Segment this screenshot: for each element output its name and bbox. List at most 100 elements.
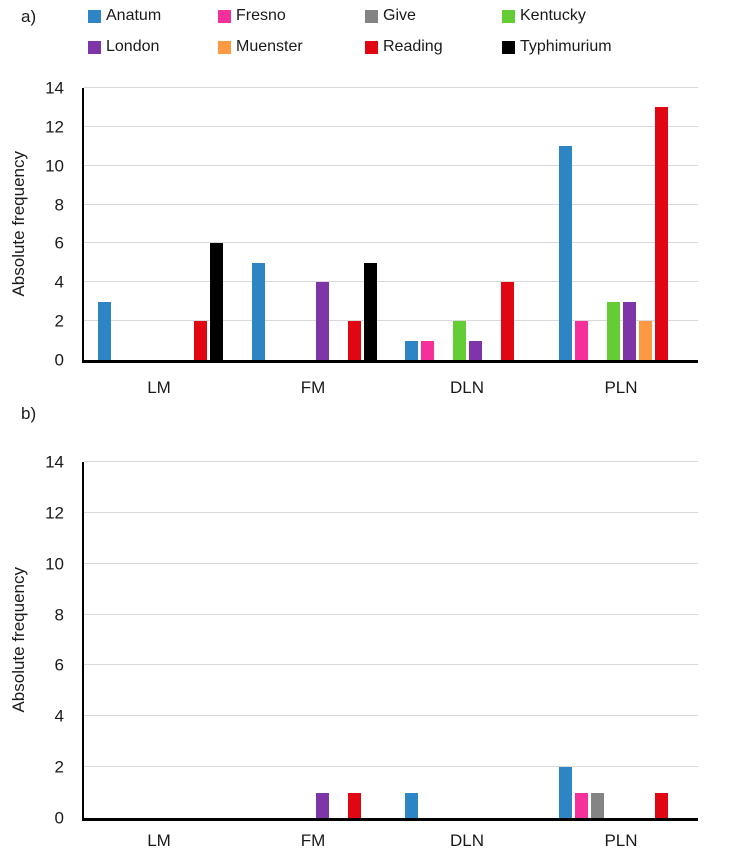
gridline — [84, 766, 698, 768]
y-tick-label: 10 — [45, 156, 64, 176]
y-tick-label: 10 — [45, 554, 64, 574]
legend-swatch-icon — [218, 9, 231, 23]
bar-group-lm — [84, 462, 238, 818]
gridline — [84, 613, 698, 615]
y-tick-label: 4 — [54, 272, 64, 292]
bar-london-dln — [469, 340, 483, 360]
legend-swatch-icon — [365, 40, 378, 54]
bar-kentucky-dln — [453, 321, 467, 360]
bar-london-fm — [315, 792, 329, 818]
bar-reading-fm — [347, 792, 361, 818]
legend-item-label: Give — [383, 7, 416, 24]
bar-kentucky-pln — [606, 301, 620, 360]
bar-fresno-dln — [421, 340, 435, 360]
legend-item-anatum: Anatum — [88, 7, 218, 25]
bar-reading-pln — [654, 107, 668, 360]
bar-groups — [84, 88, 698, 360]
legend-item-muenster: Muenster — [218, 38, 365, 56]
bar-group-dln — [391, 88, 545, 360]
bar-fresno-pln — [574, 321, 588, 360]
legend-item-label: London — [106, 38, 160, 55]
bar-anatum-pln — [558, 146, 572, 360]
panel-a-y-axis: 0 2 4 6 8 10 12 14 — [18, 80, 64, 369]
gridline — [84, 664, 698, 666]
x-category-label-fm: FM — [300, 378, 326, 397]
gridline — [84, 242, 698, 244]
bar-reading-pln — [654, 792, 668, 818]
x-category-label-fm: FM — [300, 831, 326, 850]
legend-item-give: Give — [365, 7, 502, 25]
panel-b-x-axis-labels: LM FM DLN PLN — [82, 831, 698, 851]
legend-item-london: London — [88, 38, 218, 56]
panel-a-label: a) — [21, 7, 37, 26]
legend-item-fresno: Fresno — [218, 7, 365, 25]
bar-give-pln — [590, 792, 604, 818]
gridline — [84, 203, 698, 205]
legend-swatch-icon — [88, 40, 101, 54]
x-category-label-dln: DLN — [449, 831, 484, 850]
x-category-label-lm: LM — [147, 378, 171, 397]
gridline — [84, 87, 698, 88]
y-tick-label: 8 — [54, 605, 64, 625]
gridline — [84, 125, 698, 127]
bar-anatum-dln — [405, 792, 419, 818]
y-tick-label: 8 — [54, 195, 64, 215]
legend-swatch-icon — [88, 9, 101, 23]
y-tick-label: 0 — [54, 350, 64, 370]
bar-groups — [84, 462, 698, 818]
gridline — [84, 715, 698, 717]
bar-group-lm — [84, 88, 238, 360]
gridline — [84, 281, 698, 283]
legend-swatch-icon — [502, 40, 515, 54]
legend-item-label: Reading — [383, 38, 443, 55]
legend-swatch-icon — [218, 40, 231, 54]
bar-group-pln — [545, 462, 699, 818]
legend-item-label: Muenster — [236, 38, 303, 55]
bar-anatum-dln — [405, 340, 419, 360]
bar-anatum-fm — [251, 262, 265, 360]
panel-b-y-axis: 0 2 4 6 8 10 12 14 — [18, 454, 64, 827]
y-tick-label: 2 — [54, 311, 64, 331]
y-tick-label: 6 — [54, 233, 64, 253]
y-tick-label: 14 — [45, 78, 64, 98]
panel-b-label: b) — [21, 404, 37, 423]
y-tick-label: 14 — [45, 452, 64, 472]
y-tick-label: 0 — [54, 808, 64, 828]
bar-group-fm — [238, 462, 392, 818]
y-tick-label: 12 — [45, 503, 64, 523]
bar-anatum-lm — [98, 301, 112, 360]
bar-muenster-pln — [638, 321, 652, 360]
panel-a-plot-area — [82, 87, 698, 363]
x-category-label-dln: DLN — [449, 378, 484, 397]
bar-reading-dln — [501, 282, 515, 360]
bar-fresno-pln — [574, 792, 588, 818]
gridline — [84, 164, 698, 166]
panel-a-x-axis-labels: LM FM DLN PLN — [82, 378, 698, 398]
legend-item-label: Kentucky — [520, 7, 586, 24]
legend-item-label: Anatum — [106, 7, 162, 24]
legend-item-typhimurium: Typhimurium — [502, 38, 612, 56]
y-tick-label: 4 — [54, 706, 64, 726]
y-tick-label: 12 — [45, 117, 64, 137]
bar-group-dln — [391, 462, 545, 818]
legend-item-kentucky: Kentucky — [502, 7, 612, 25]
bar-group-pln — [545, 88, 699, 360]
legend-swatch-icon — [502, 9, 515, 23]
legend-item-label: Fresno — [236, 7, 286, 24]
legend-swatch-icon — [365, 9, 378, 23]
x-category-label-pln: PLN — [604, 831, 638, 850]
x-category-label-lm: LM — [147, 831, 171, 850]
panel-b-plot-area — [82, 461, 698, 821]
legend-item-reading: Reading — [365, 38, 502, 56]
gridline — [84, 562, 698, 564]
gridline — [84, 511, 698, 513]
bar-reading-fm — [347, 321, 361, 360]
legend: Anatum Fresno Give Kentucky London Muenster Re… — [88, 7, 612, 56]
gridline — [84, 461, 698, 462]
bar-typhimurium-fm — [363, 262, 377, 360]
y-tick-label: 2 — [54, 757, 64, 777]
bar-reading-lm — [194, 321, 208, 360]
bar-typhimurium-lm — [210, 243, 224, 360]
y-tick-label: 6 — [54, 655, 64, 675]
